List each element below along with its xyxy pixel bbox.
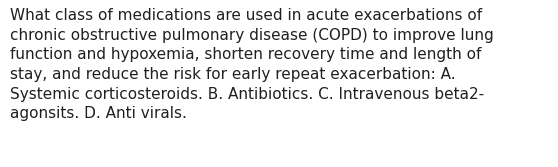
Text: What class of medications are used in acute exacerbations of
chronic obstructive: What class of medications are used in ac… [10, 8, 494, 121]
